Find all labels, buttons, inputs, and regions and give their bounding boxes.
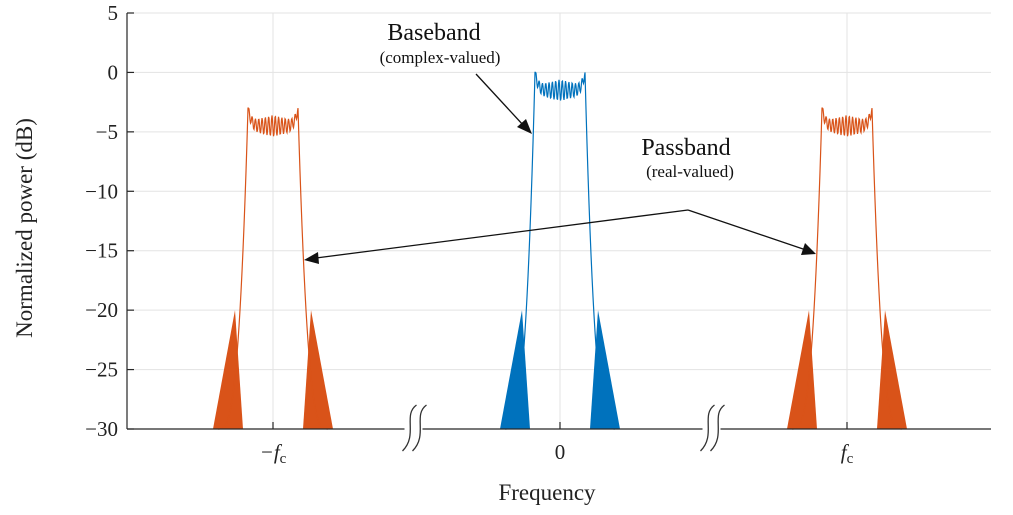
baseband-arrow-head: [517, 119, 532, 134]
spectrum-series-line: [792, 107, 902, 430]
baseband-annotation: Baseband (complex-valued): [380, 20, 532, 134]
axis-break-mark: [700, 404, 715, 452]
baseband-sublabel: (complex-valued): [380, 48, 501, 67]
y-axis-title: Normalized power (dB): [12, 118, 37, 338]
x-tick-label: −fc: [260, 440, 287, 467]
y-tick-label: −15: [85, 239, 118, 263]
axes: [126, 12, 991, 430]
axis-break-mark: [402, 404, 417, 452]
spectrum-skirt-fill: [213, 310, 243, 429]
series-layer: [213, 71, 907, 430]
y-tick-label: −30: [85, 417, 118, 441]
x-tick-label: fc: [841, 440, 854, 467]
passband-arrow-left: [315, 209, 689, 259]
y-tick-label: 5: [108, 1, 119, 25]
grid: [127, 12, 991, 430]
spectrum-skirt-fill: [590, 310, 620, 429]
y-tick-label: −5: [96, 120, 118, 144]
axis-break-mark: [710, 404, 725, 452]
y-tick-label: −10: [85, 179, 118, 203]
y-tick-label: −20: [85, 298, 118, 322]
baseband-label: Baseband: [387, 20, 480, 46]
x-axis-title: Frequency: [498, 480, 596, 505]
passband-arrow-right: [687, 209, 807, 251]
spectrum-skirt-fill: [787, 310, 817, 429]
spectrum-skirt-fill: [877, 310, 907, 429]
x-tick-labels: −fc 0 fc: [260, 440, 854, 467]
axis-breaks: [402, 404, 725, 453]
passband-sublabel: (real-valued): [646, 162, 734, 181]
spectrum-skirt-fill: [303, 310, 333, 429]
spectrum-skirt-fill: [500, 310, 530, 429]
y-tick-label: 0: [108, 60, 119, 84]
passband-annotation: Passband (real-valued): [304, 135, 816, 264]
passband-arrow-left-head: [304, 252, 319, 264]
y-tick-labels: 5 0 −5 −10 −15 −20 −25 −30: [85, 1, 118, 441]
spectrum-series-line: [218, 107, 328, 430]
x-tick-label: 0: [555, 440, 566, 464]
axis-break-mark: [412, 404, 427, 452]
passband-label: Passband: [641, 135, 730, 161]
baseband-arrow: [475, 73, 525, 127]
spectrum-series-line: [505, 71, 615, 430]
y-tick-label: −25: [85, 358, 118, 382]
passband-arrow-right-head: [801, 243, 816, 255]
